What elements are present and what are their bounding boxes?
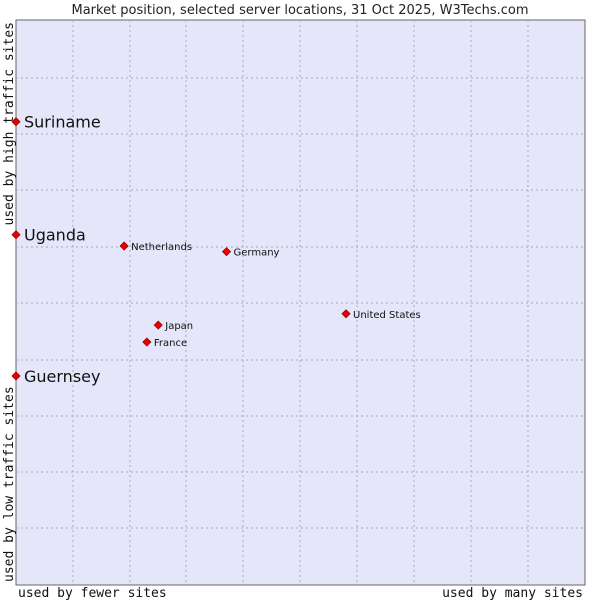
chart-title: Market position, selected server locatio… <box>71 3 528 18</box>
data-point-marker <box>11 230 21 240</box>
data-point-label: Germany <box>234 248 280 259</box>
data-point-marker <box>153 320 163 330</box>
data-point-label: Suriname <box>24 113 101 132</box>
data-point-label: United States <box>353 310 421 321</box>
data-point-label: Netherlands <box>131 242 192 253</box>
data-point-marker <box>142 337 152 347</box>
data-point-marker <box>11 117 21 127</box>
grid <box>16 20 585 585</box>
data-point-marker <box>221 247 232 257</box>
data-point-label: Guernsey <box>24 367 100 386</box>
y-axis-label-top: used by high traffic sites <box>2 22 17 226</box>
x-axis-label-right: used by many sites <box>442 586 583 600</box>
data-point-label: Japan <box>164 321 193 332</box>
data-point-label: France <box>154 338 187 349</box>
data-point-marker <box>11 371 21 381</box>
data-point-label: Uganda <box>24 226 86 245</box>
data-point-marker <box>119 241 129 251</box>
data-points: Suriname Uganda Guernsey Netherlands Germany… <box>11 113 421 386</box>
y-axis-label-bottom: used by low traffic sites <box>2 386 17 582</box>
data-point-marker <box>341 309 351 319</box>
x-axis-label-left: used by fewer sites <box>18 586 167 600</box>
